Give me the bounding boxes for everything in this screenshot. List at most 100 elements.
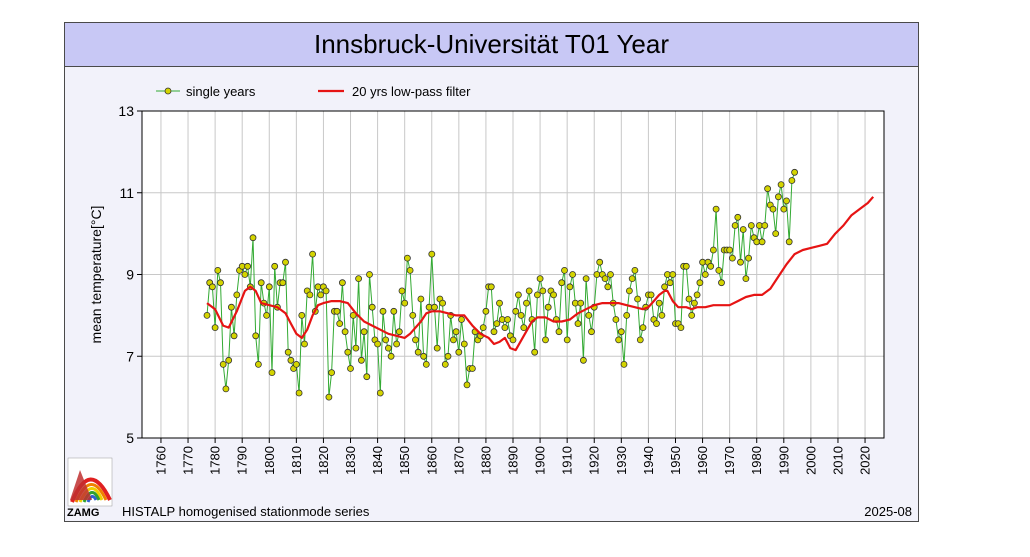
x-tick-label: 2000 <box>803 446 818 475</box>
data-point <box>452 328 460 336</box>
data-point <box>693 291 701 299</box>
data-point <box>566 283 574 291</box>
data-point <box>441 360 449 368</box>
data-point <box>333 307 341 315</box>
data-point <box>393 340 401 348</box>
data-point <box>401 299 409 307</box>
data-point <box>257 279 265 287</box>
data-point <box>563 336 571 344</box>
data-point <box>225 356 233 364</box>
data-point <box>661 283 668 291</box>
data-point <box>230 332 238 340</box>
y-tick-label: 7 <box>126 348 134 364</box>
data-point <box>758 238 766 246</box>
data-point <box>458 316 465 323</box>
data-point <box>349 311 357 319</box>
data-point <box>468 365 476 372</box>
data-point <box>284 348 292 356</box>
data-point <box>539 287 547 295</box>
x-tick-label: 1940 <box>641 446 656 475</box>
data-point <box>780 205 788 213</box>
x-tick-label: 1810 <box>289 446 304 475</box>
data-point <box>707 262 715 270</box>
data-point <box>241 271 249 278</box>
data-point <box>355 275 363 283</box>
data-point <box>607 271 614 278</box>
data-point <box>382 336 390 344</box>
data-point <box>737 258 744 266</box>
x-tick-label: 1900 <box>533 446 548 475</box>
data-point <box>403 254 411 262</box>
data-point <box>617 328 625 336</box>
data-point <box>460 340 468 348</box>
x-tick-label: 1920 <box>587 446 602 475</box>
data-point <box>747 222 755 229</box>
data-point <box>306 291 314 299</box>
data-point <box>282 258 289 266</box>
data-point <box>265 283 273 291</box>
data-point <box>422 360 430 368</box>
data-point <box>669 271 677 278</box>
data-point <box>666 279 674 287</box>
data-point <box>309 250 317 258</box>
data-point <box>298 311 306 319</box>
data-point <box>631 266 639 274</box>
data-point <box>701 271 709 278</box>
data-point <box>325 393 333 401</box>
data-point <box>479 324 487 332</box>
data-point <box>352 344 360 352</box>
plot-border <box>141 110 885 439</box>
data-point <box>688 311 696 319</box>
y-tick-label: 5 <box>126 430 134 446</box>
data-point <box>368 303 376 311</box>
data-point <box>409 311 417 319</box>
data-point <box>244 262 252 270</box>
data-point <box>612 316 620 323</box>
zamg-logo-text: ZAMG <box>67 507 99 519</box>
data-point <box>496 299 503 307</box>
data-point <box>658 311 666 319</box>
data-point <box>214 266 222 274</box>
data-point <box>463 381 471 389</box>
data-point <box>783 197 790 205</box>
y-tick-label: 13 <box>118 103 134 119</box>
data-point <box>525 287 533 295</box>
data-point <box>233 291 241 299</box>
data-point <box>682 262 690 270</box>
x-tick-label: 1950 <box>668 446 683 475</box>
data-point <box>550 291 557 299</box>
x-tick-label: 1780 <box>208 446 223 475</box>
data-point <box>219 360 227 368</box>
data-point <box>561 266 568 274</box>
data-point <box>772 230 780 238</box>
data-point <box>696 279 704 287</box>
x-tick-label: 1790 <box>235 446 250 475</box>
data-point <box>555 328 563 336</box>
data-point <box>263 311 271 319</box>
data-point <box>585 311 593 319</box>
data-point <box>433 344 441 352</box>
data-point <box>558 279 566 287</box>
data-point <box>292 360 300 368</box>
data-point <box>252 332 260 340</box>
x-tick-label: 1960 <box>695 446 710 475</box>
x-tick-label: 1820 <box>316 446 331 475</box>
data-point <box>203 311 211 319</box>
data-point <box>376 389 384 397</box>
data-point <box>431 303 438 311</box>
data-point <box>761 222 769 229</box>
data-point <box>729 254 736 262</box>
x-tick-label: 1840 <box>370 446 385 475</box>
data-point <box>639 324 647 332</box>
data-point <box>677 324 685 332</box>
data-point <box>685 295 693 303</box>
data-point <box>449 336 457 344</box>
data-point <box>379 307 387 315</box>
data-point <box>384 344 392 352</box>
data-point <box>417 295 425 303</box>
y-axis-label: mean temperature[°C] <box>88 206 104 344</box>
x-tick-label: 1970 <box>722 446 737 475</box>
data-point <box>636 336 644 344</box>
data-point <box>791 168 798 176</box>
legend-single-years-marker <box>164 87 172 95</box>
